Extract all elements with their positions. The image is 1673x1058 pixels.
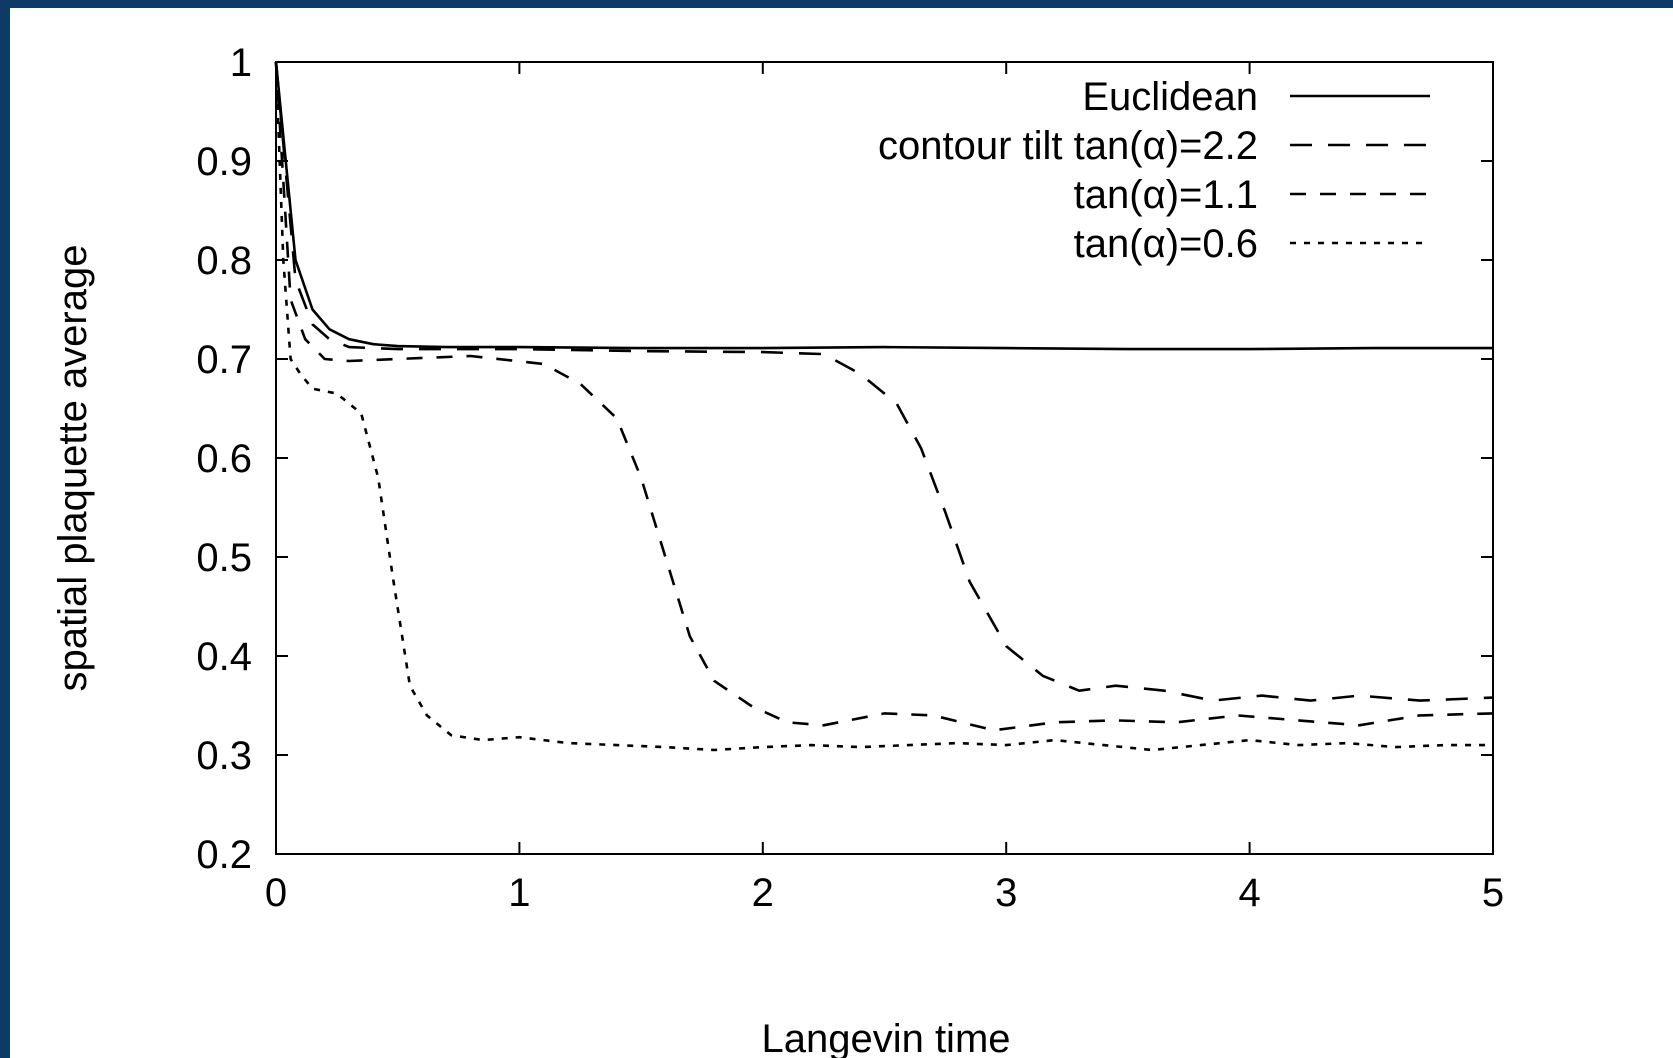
legend-label-4: tan(α)=0.6 <box>1074 222 1258 266</box>
y-tick-label: 0.7 <box>196 338 252 382</box>
y-tick-label: 0.9 <box>196 140 252 184</box>
x-tick-label: 4 <box>1238 871 1260 915</box>
y-tick-label: 0.5 <box>196 536 252 580</box>
plot-area <box>275 61 1494 855</box>
y-axis-title: spatial plaquette average <box>51 245 95 692</box>
series-line-2 <box>274 61 1494 702</box>
legend-label-2: contour tilt tan(α)=2.2 <box>878 124 1258 168</box>
y-tick-label: 0.3 <box>196 734 252 778</box>
x-axis-title: Langevin time <box>761 1017 1010 1058</box>
series-layer <box>274 61 1494 752</box>
x-tick-label: 1 <box>508 871 530 915</box>
x-tick-label: 0 <box>265 871 287 915</box>
y-tick-label: 1 <box>230 41 252 85</box>
ticks-layer: 0 1 2 3 4 5 0.2 0.3 0.4 0.5 0.6 0.7 0.8 0.9 1 <box>196 41 1504 915</box>
x-tick-label: 2 <box>752 871 774 915</box>
legend-label-3: tan(α)=1.1 <box>1074 173 1258 217</box>
legend: Euclidean contour tilt tan(α)=2.2 tan(α)=1… <box>878 75 1430 266</box>
x-tick-label: 5 <box>1482 871 1504 915</box>
y-tick-label: 0.8 <box>196 239 252 283</box>
y-tick-label: 0.4 <box>196 635 252 679</box>
plot-border <box>275 61 1494 855</box>
legend-label-1: Euclidean <box>1082 75 1258 119</box>
figure-frame: 0 1 2 3 4 5 0.2 0.3 0.4 0.5 0.6 0.7 0.8 0.9 1 Euclidea… <box>10 8 1673 1058</box>
line-chart: 0 1 2 3 4 5 0.2 0.3 0.4 0.5 0.6 0.7 0.8 0.9 1 Euclidea… <box>51 41 1504 1058</box>
x-tick-label: 3 <box>995 871 1017 915</box>
y-tick-label: 0.2 <box>196 833 252 877</box>
series-line-1 <box>274 61 1493 351</box>
y-tick-label: 0.6 <box>196 437 252 481</box>
